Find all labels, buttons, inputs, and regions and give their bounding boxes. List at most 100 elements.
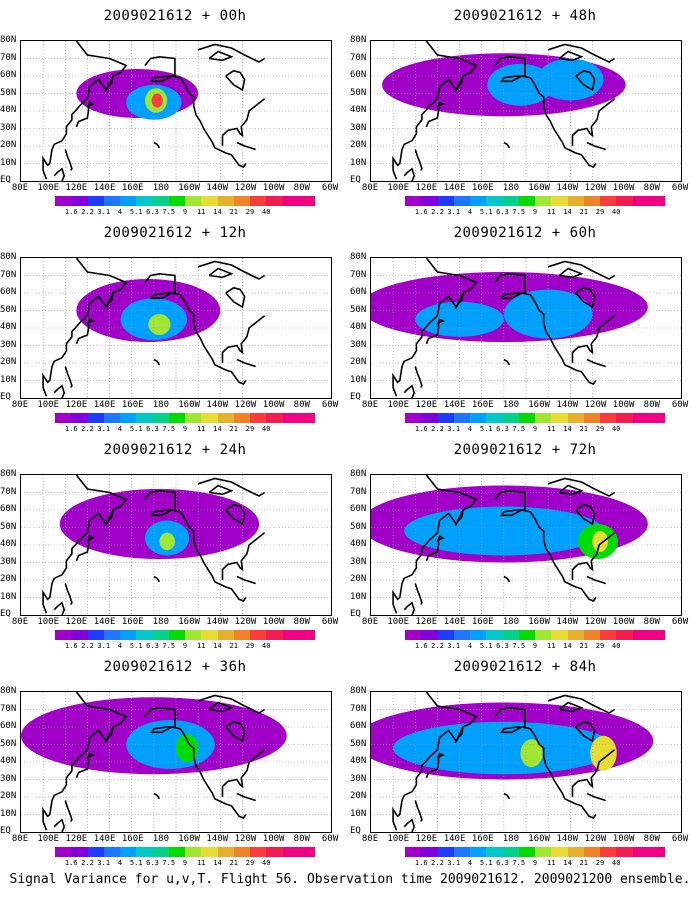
coastline xyxy=(221,98,266,146)
coastline xyxy=(236,141,256,151)
colorbar-label: 5.1 xyxy=(479,642,493,650)
colorbar-swatch xyxy=(502,847,519,857)
map-plot xyxy=(20,691,332,833)
colorbar-swatch xyxy=(185,196,202,206)
colorbar-swatch xyxy=(55,413,72,423)
lon-tick-label: 160W xyxy=(528,183,550,193)
coastline xyxy=(547,477,616,497)
map-canvas xyxy=(21,475,331,615)
colorbar-swatch xyxy=(168,413,185,423)
colorbar-swatch xyxy=(632,630,649,640)
colorbar-swatch xyxy=(250,413,267,423)
colorbar-label: 7.5 xyxy=(162,425,176,433)
colorbar-swatch xyxy=(217,847,234,857)
colorbar-label: 1.6 xyxy=(414,859,428,867)
coastline xyxy=(503,575,511,583)
lon-tick-label: 160W xyxy=(178,183,200,193)
panel-title: 2009021612 + 12h xyxy=(103,225,247,241)
colorbar-swatch xyxy=(616,630,633,640)
lon-tick-label: 120E xyxy=(415,617,438,627)
coastline xyxy=(571,532,616,580)
lat-tick-label: 70N xyxy=(0,269,17,280)
lat-tick-label: 30N xyxy=(350,556,367,567)
lat-tick-label: 50N xyxy=(350,521,367,532)
lon-tick-label: 80W xyxy=(293,400,310,410)
coastline xyxy=(225,69,246,92)
colorbar-swatch xyxy=(185,630,202,640)
colorbar-label: 29 xyxy=(595,859,605,867)
coastline xyxy=(225,503,246,526)
lat-tick-label: 60N xyxy=(350,287,367,297)
colorbar-swatch xyxy=(518,847,535,857)
signal-region xyxy=(393,721,615,775)
coastline xyxy=(53,167,66,181)
colorbar-swatch xyxy=(421,630,438,640)
lon-tick-label: 140W xyxy=(556,617,579,627)
coastline xyxy=(392,475,478,614)
coastline xyxy=(153,575,161,583)
coastline xyxy=(144,489,247,602)
lon-tick-label: 80W xyxy=(643,834,660,844)
lon-tick-label: 180 xyxy=(152,617,170,627)
coastline xyxy=(575,69,596,92)
lat-tick-label: 10N xyxy=(0,157,17,168)
lon-tick-label: 100W xyxy=(262,617,285,627)
panel-title: 2009021612 + 84h xyxy=(453,659,597,675)
lon-tick-label: 100W xyxy=(612,400,635,410)
lon-tick-label: 100E xyxy=(37,183,60,193)
coastline xyxy=(392,41,478,180)
lat-tick-label: 40N xyxy=(350,105,367,115)
lon-tick-label: 120E xyxy=(65,617,88,627)
lat-tick-label: 40N xyxy=(0,322,17,332)
panel-title: 2009021612 + 00h xyxy=(103,8,247,24)
lon-tick-label: 140W xyxy=(206,400,229,410)
panel-title: 2009021612 + 48h xyxy=(453,8,597,24)
colorbar-label: 14 xyxy=(213,425,222,433)
coastline xyxy=(221,749,266,797)
coastline xyxy=(53,384,66,398)
colorbar-label: 5.1 xyxy=(129,642,143,650)
lat-tick-label: 60N xyxy=(0,70,17,80)
colorbar xyxy=(405,630,665,640)
colorbar-swatch xyxy=(535,196,552,206)
colorbar-label: 4 xyxy=(467,208,473,216)
colorbar-swatch xyxy=(120,413,137,423)
lat-tick-label: EQ xyxy=(350,609,361,619)
lon-tick-label: 100E xyxy=(387,834,410,844)
lon-tick-label: 120E xyxy=(415,183,438,193)
colorbar-label: 2.2 xyxy=(431,642,444,650)
signal-region xyxy=(590,735,617,771)
colorbar-label: 14 xyxy=(563,859,572,867)
lon-tick-label: 160E xyxy=(471,183,494,193)
colorbar-swatch xyxy=(535,413,552,423)
colorbar-swatch xyxy=(233,847,250,857)
map-canvas xyxy=(371,41,681,181)
lat-tick-label: 20N xyxy=(350,140,367,150)
coastline xyxy=(558,484,584,496)
lon-tick-label: 80W xyxy=(293,183,310,193)
lat-tick-label: 20N xyxy=(350,791,367,801)
coastline xyxy=(425,752,445,779)
lat-tick-label: 30N xyxy=(0,773,17,784)
lon-tick-label: 160E xyxy=(121,834,144,844)
lon-tick-label: 80E xyxy=(361,400,379,410)
lat-tick-label: 60N xyxy=(350,721,367,731)
lon-tick-label: 80W xyxy=(643,400,660,410)
colorbar-label: 4 xyxy=(467,425,473,433)
colorbar-swatch xyxy=(470,630,487,640)
lon-tick-label: 180 xyxy=(502,400,520,410)
lat-tick-label: 20N xyxy=(0,574,17,584)
lon-tick-label: 180 xyxy=(152,400,170,410)
colorbar-label: 3.1 xyxy=(447,642,461,650)
lat-tick-label: 30N xyxy=(0,556,17,567)
colorbar-swatch xyxy=(486,847,503,857)
lon-tick-label: 120E xyxy=(415,400,438,410)
lon-tick-label: 120W xyxy=(234,183,257,193)
coastline xyxy=(42,692,128,831)
colorbar-label: 11 xyxy=(547,425,556,433)
colorbar-label: 3.1 xyxy=(447,425,461,433)
colorbar-label: 1.6 xyxy=(64,859,78,867)
coastline xyxy=(64,800,73,822)
lon-tick-label: 180 xyxy=(152,183,170,193)
colorbar-label: 21 xyxy=(579,425,588,433)
